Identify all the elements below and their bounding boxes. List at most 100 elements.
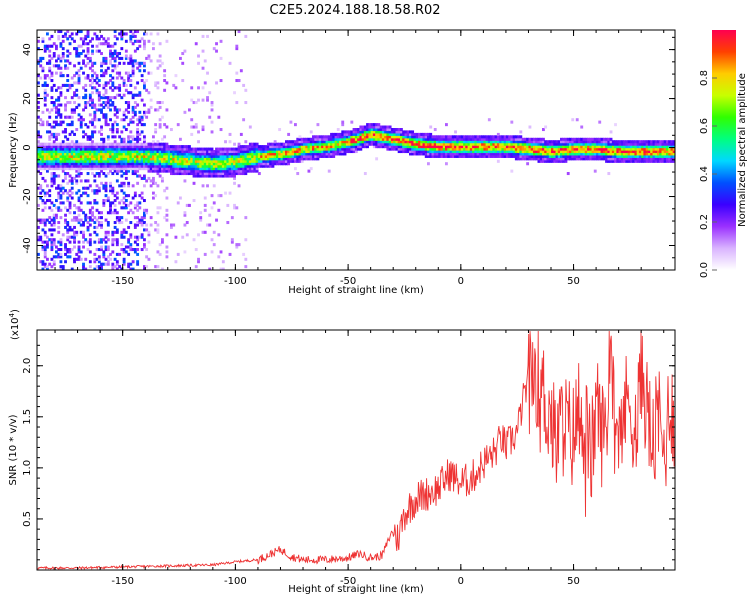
heatmap-cell xyxy=(66,167,70,171)
heatmap-cell xyxy=(325,147,329,151)
heatmap-cell xyxy=(197,147,200,151)
heatmap-cell xyxy=(257,154,261,158)
heatmap-cell xyxy=(68,123,72,127)
heatmap-cell xyxy=(666,154,669,158)
heatmap-cell xyxy=(533,152,536,156)
heatmap-cell xyxy=(133,142,137,146)
heatmap-cell xyxy=(70,181,74,185)
heatmap-cell xyxy=(91,140,94,144)
heatmap-cell xyxy=(517,137,521,141)
heatmap-cell xyxy=(413,142,417,146)
heatmap-cell xyxy=(645,140,649,144)
heatmap-cell xyxy=(291,154,295,158)
heatmap-cell xyxy=(181,150,185,154)
heatmap-cell xyxy=(194,42,198,46)
heatmap-cell xyxy=(102,42,106,46)
heatmap-cell xyxy=(199,162,203,166)
heatmap-cell xyxy=(589,140,593,144)
heatmap-cell xyxy=(463,147,466,151)
heatmap-cell xyxy=(109,181,112,185)
heatmap-cell xyxy=(584,137,588,141)
heatmap-cell xyxy=(124,56,128,60)
heatmap-cell xyxy=(212,162,216,166)
heatmap-cell xyxy=(359,130,363,134)
heatmap-cell xyxy=(555,140,559,144)
heatmap-cell xyxy=(79,120,83,124)
heatmap-cell xyxy=(102,56,106,60)
heatmap-cell xyxy=(388,135,392,139)
heatmap-cell xyxy=(129,118,133,122)
heatmap-cell xyxy=(393,130,397,134)
heatmap-cell xyxy=(505,135,509,139)
heatmap-cell xyxy=(77,145,81,149)
heatmap-cell xyxy=(345,132,349,136)
heatmap-cell xyxy=(124,145,128,149)
heatmap-cell xyxy=(118,71,122,75)
heatmap-cell xyxy=(174,145,178,149)
heatmap-cell xyxy=(584,140,588,144)
heatmap-cell xyxy=(109,49,112,53)
heatmap-cell xyxy=(57,152,61,156)
heatmap-cell xyxy=(440,152,444,156)
heatmap-cell xyxy=(104,96,108,100)
heatmap-cell xyxy=(566,142,570,146)
heatmap-cell xyxy=(377,145,381,149)
heatmap-cell xyxy=(375,123,379,127)
heatmap-cell xyxy=(352,135,356,139)
heatmap-cell xyxy=(517,147,521,151)
heatmap-cell xyxy=(280,147,284,151)
heatmap-cell xyxy=(106,105,110,109)
heatmap-cell xyxy=(84,150,88,154)
heatmap-cell xyxy=(233,181,236,185)
heatmap-cell xyxy=(161,169,164,173)
heatmap-cell xyxy=(46,199,49,203)
heatmap-cell xyxy=(176,169,180,173)
heatmap-cell xyxy=(638,142,642,146)
heatmap-cell xyxy=(496,137,500,141)
heatmap-cell xyxy=(113,157,117,161)
heatmap-cell xyxy=(165,108,169,112)
heatmap-cell xyxy=(149,162,153,166)
heatmap-cell xyxy=(217,167,221,171)
heatmap-cell xyxy=(79,142,83,146)
heatmap-cell xyxy=(298,145,302,149)
heatmap-cell xyxy=(424,154,428,158)
heatmap-cell xyxy=(539,159,543,163)
heatmap-cell xyxy=(131,154,135,158)
heatmap-cell xyxy=(131,69,135,73)
heatmap-cell xyxy=(122,93,126,97)
heatmap-cell xyxy=(70,267,74,270)
heatmap-cell xyxy=(242,169,246,173)
heatmap-cell xyxy=(131,142,135,146)
heatmap-cell xyxy=(611,140,615,144)
heatmap-cell xyxy=(43,150,47,154)
heatmap-cell xyxy=(174,157,178,161)
heatmap-cell xyxy=(548,140,552,144)
heatmap-cell xyxy=(625,140,629,144)
heatmap-cell xyxy=(109,86,112,90)
heatmap-cell xyxy=(154,162,158,166)
heatmap-cell xyxy=(580,142,584,146)
heatmap-cell xyxy=(57,221,61,225)
heatmap-cell xyxy=(111,145,115,149)
heatmap-cell xyxy=(203,164,207,168)
heatmap-cell xyxy=(203,252,207,256)
heatmap-cell xyxy=(458,135,462,139)
heatmap-cell xyxy=(122,228,126,232)
heatmap-cell xyxy=(526,150,530,154)
heatmap-cell xyxy=(143,145,146,149)
heatmap-cell xyxy=(73,142,76,146)
heatmap-cell xyxy=(670,147,674,151)
heatmap-cell xyxy=(395,137,399,141)
heatmap-cell xyxy=(422,142,426,146)
heatmap-cell xyxy=(75,150,79,154)
heatmap-cell xyxy=(79,125,83,129)
heatmap-cell xyxy=(118,216,122,220)
heatmap-cell xyxy=(469,142,473,146)
heatmap-cell xyxy=(93,71,97,75)
heatmap-cell xyxy=(79,154,83,158)
heatmap-cell xyxy=(124,54,128,58)
heatmap-cell xyxy=(418,142,421,146)
heatmap-cell xyxy=(386,140,390,144)
heatmap-cell xyxy=(192,172,196,176)
